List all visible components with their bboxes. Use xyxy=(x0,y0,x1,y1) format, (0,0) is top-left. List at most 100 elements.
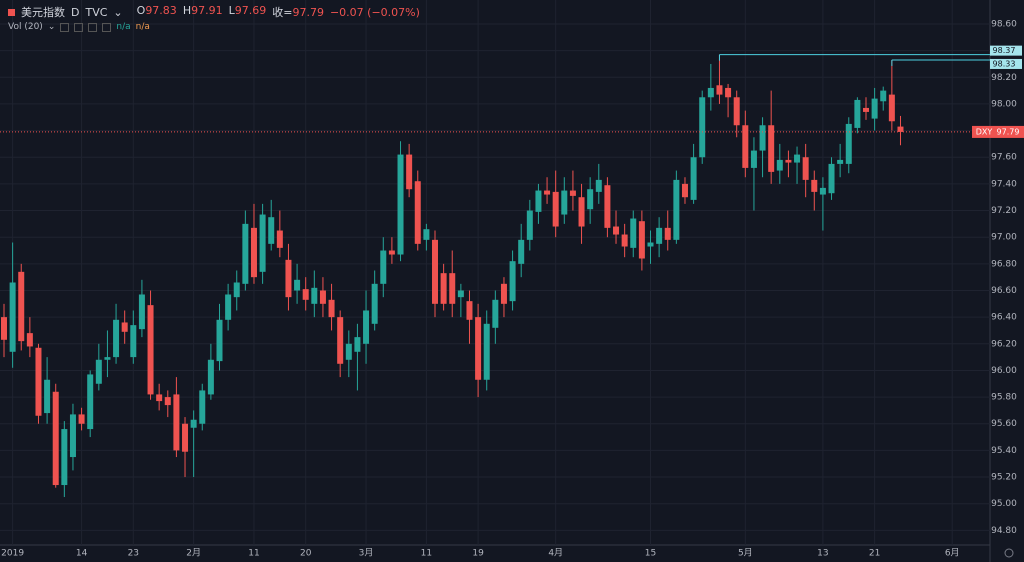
candle-body xyxy=(776,159,783,171)
candle-body xyxy=(509,261,516,302)
settings-icon[interactable] xyxy=(1004,548,1014,558)
candle-body xyxy=(207,359,214,395)
change: −0.07 (−0.07%) xyxy=(329,5,420,19)
candle-body xyxy=(768,125,775,172)
candle-body xyxy=(380,250,387,284)
candle-body xyxy=(699,97,706,158)
candle-body xyxy=(475,317,482,380)
candle-body xyxy=(604,185,611,228)
last-name: DXY xyxy=(976,127,993,136)
candle-body xyxy=(630,218,637,248)
field-value: 97.83 xyxy=(145,4,177,17)
x-tick-label: 11 xyxy=(248,549,259,559)
candle-body xyxy=(621,234,628,247)
candle-body xyxy=(423,229,430,240)
candle-body xyxy=(35,347,42,416)
y-tick-label: 96.60 xyxy=(991,286,1017,296)
candle-body xyxy=(164,397,171,406)
candle-body xyxy=(69,414,76,458)
candle-body xyxy=(613,226,620,235)
x-tick-label: 23 xyxy=(128,549,139,559)
candle-body xyxy=(526,210,533,240)
candle-body xyxy=(130,325,137,358)
symbol-icon xyxy=(8,8,15,16)
candle-body xyxy=(750,150,757,168)
legend-header: 美元指数 D TVC ⌄ O97.83 H97.91 L97.69 收=97.79 −0… xyxy=(8,4,420,20)
candle-body xyxy=(414,181,421,244)
icon[interactable] xyxy=(88,22,98,32)
candle-body xyxy=(440,273,447,304)
candle-body xyxy=(716,85,723,95)
candle-body xyxy=(681,183,688,198)
candle-body xyxy=(595,179,602,192)
exchange[interactable]: TVC xyxy=(85,5,108,19)
candle-body xyxy=(52,391,59,486)
y-tick-label: 95.20 xyxy=(991,473,1017,483)
indicator-value: n/a xyxy=(116,22,131,32)
field-value: 97.91 xyxy=(191,4,223,17)
x-tick-label: 2月 xyxy=(186,548,201,559)
candle-body xyxy=(138,294,145,330)
icon[interactable] xyxy=(74,22,84,32)
candle-body xyxy=(44,379,51,414)
candle-body xyxy=(500,283,507,304)
x-tick-label: 5月 xyxy=(738,548,753,559)
candle-body xyxy=(466,301,473,320)
y-tick-label: 97.00 xyxy=(991,233,1017,243)
field: L97.69 xyxy=(229,4,267,20)
y-tick-label: 98.60 xyxy=(991,19,1017,29)
candle-body xyxy=(328,299,335,318)
chevron[interactable]: ⌄ xyxy=(47,22,56,32)
x-tick-label: 19 xyxy=(472,549,484,559)
icon[interactable] xyxy=(102,22,112,32)
x-tick-label: 4月 xyxy=(548,548,563,559)
y-tick-label: 98.20 xyxy=(991,73,1017,83)
y-tick-label: 95.60 xyxy=(991,419,1017,429)
x-tick-label: 2019 xyxy=(1,549,24,559)
candle-body xyxy=(61,429,68,486)
candle-body xyxy=(785,159,792,163)
candle-body xyxy=(802,157,809,180)
y-tick-label: 95.00 xyxy=(991,499,1017,509)
indicator[interactable]: Vol (20) xyxy=(8,22,43,32)
candle-body xyxy=(561,190,568,215)
candle-body xyxy=(535,190,542,212)
candle-body xyxy=(268,217,275,244)
candle-body xyxy=(156,394,163,402)
candle-body xyxy=(147,305,154,395)
candle-body xyxy=(311,287,318,304)
candle-body xyxy=(638,221,645,259)
interval[interactable]: D xyxy=(71,5,80,19)
candle-body xyxy=(1,317,7,340)
candle-body xyxy=(863,107,869,112)
candle-body xyxy=(302,289,309,300)
candle-body xyxy=(449,273,456,304)
candle-body xyxy=(673,179,680,240)
candle-body xyxy=(225,294,232,320)
candle-body xyxy=(707,87,714,98)
candle-body xyxy=(173,394,180,451)
candle-body xyxy=(388,250,395,255)
chevron[interactable]: ⌄ xyxy=(113,5,123,19)
candle-body xyxy=(104,357,111,360)
x-tick-label: 3月 xyxy=(359,548,374,559)
last-tag xyxy=(972,125,1024,138)
symbol: 美元指数 xyxy=(21,6,65,19)
candle-body xyxy=(294,279,301,291)
candle-body xyxy=(432,239,438,304)
y-tick-label: 96.40 xyxy=(991,313,1017,323)
candle-body xyxy=(259,214,266,272)
y-tick-label: 97.60 xyxy=(991,153,1017,163)
icon[interactable] xyxy=(60,22,70,32)
candle-body xyxy=(233,282,240,298)
candle-body xyxy=(371,283,378,324)
candle-body xyxy=(406,154,413,190)
x-tick-label: 13 xyxy=(817,549,828,559)
y-tick-label: 96.80 xyxy=(991,259,1017,269)
candle-body xyxy=(354,337,361,352)
candle-body xyxy=(854,99,861,128)
candle-body xyxy=(363,310,370,344)
candle-body xyxy=(759,125,766,151)
candle-body xyxy=(888,94,895,122)
